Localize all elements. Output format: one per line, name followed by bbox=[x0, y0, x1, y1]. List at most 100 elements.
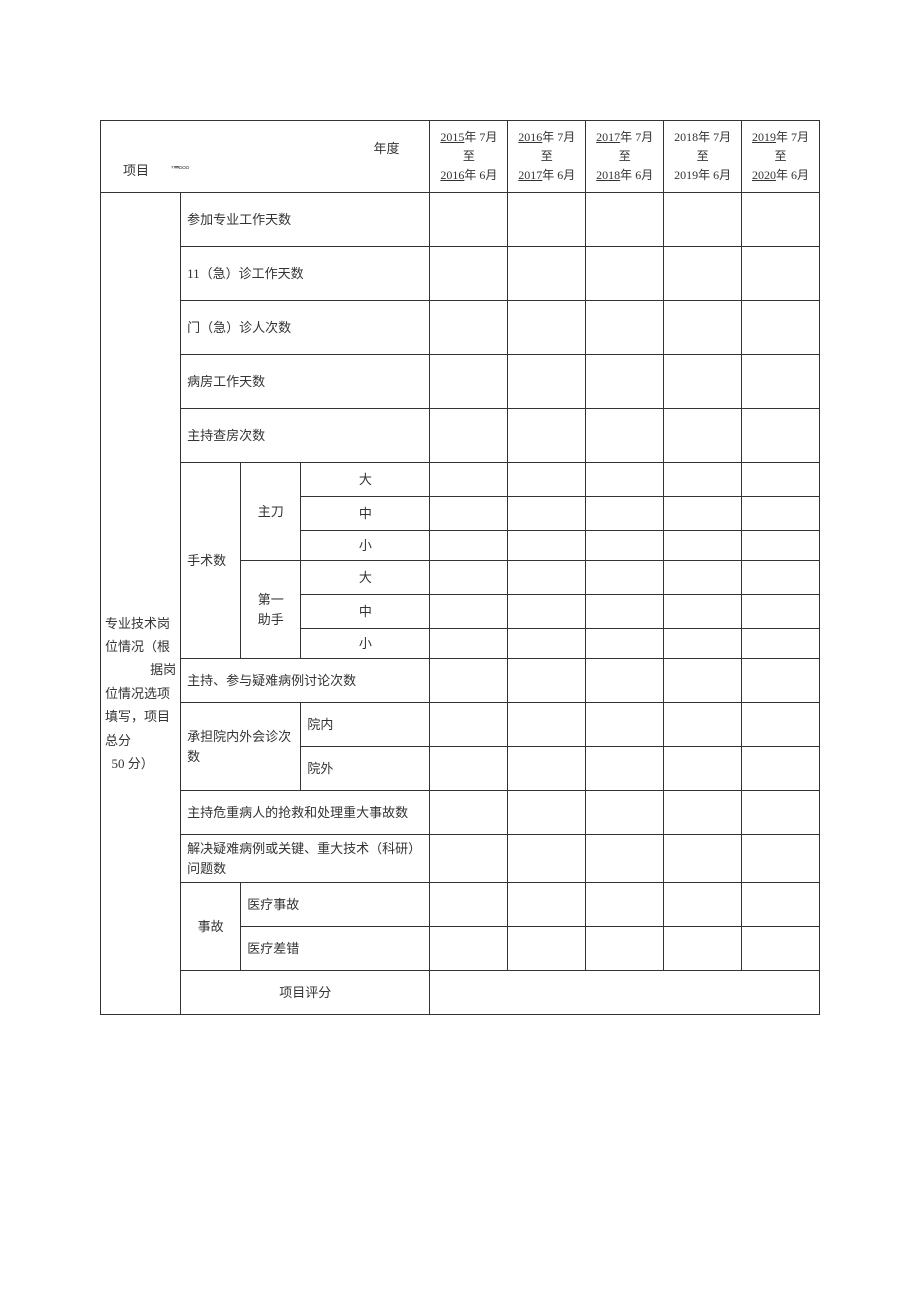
table-row: 手术数 主刀 大 bbox=[101, 463, 820, 497]
data-cell bbox=[664, 747, 742, 791]
header-project-label: 项目 bbox=[123, 161, 149, 181]
data-cell bbox=[430, 301, 508, 355]
data-cell bbox=[508, 595, 586, 629]
data-cell bbox=[586, 463, 664, 497]
row-label: 参加专业工作天数 bbox=[181, 193, 430, 247]
table-row: 主持、参与疑难病例讨论次数 bbox=[101, 659, 820, 703]
data-cell bbox=[586, 883, 664, 927]
score-label: 项目评分 bbox=[181, 971, 430, 1015]
surgery-size-label: 小 bbox=[301, 629, 430, 659]
data-cell bbox=[430, 355, 508, 409]
data-cell bbox=[586, 247, 664, 301]
data-cell bbox=[508, 247, 586, 301]
data-cell bbox=[664, 703, 742, 747]
data-cell bbox=[430, 595, 508, 629]
data-cell bbox=[586, 659, 664, 703]
table-header-row: 年度 项目 "''''°°° 2015年 7月 至 2016年 6月 2016年… bbox=[101, 121, 820, 193]
data-cell bbox=[586, 531, 664, 561]
data-cell bbox=[430, 193, 508, 247]
header-year-label: 年度 bbox=[373, 139, 399, 159]
data-cell bbox=[430, 409, 508, 463]
data-cell bbox=[664, 791, 742, 835]
data-cell bbox=[508, 703, 586, 747]
data-cell bbox=[586, 301, 664, 355]
data-cell bbox=[664, 629, 742, 659]
row-label: 主持危重病人的抢救和处理重大事故数 bbox=[181, 791, 430, 835]
data-cell bbox=[430, 629, 508, 659]
data-cell bbox=[430, 703, 508, 747]
table-row: 门（急）诊人次数 bbox=[101, 301, 820, 355]
period-col-3: 2017年 7月 至 2018年 6月 bbox=[586, 121, 664, 193]
consult-inside-label: 院内 bbox=[301, 703, 430, 747]
data-cell bbox=[430, 927, 508, 971]
data-cell bbox=[508, 497, 586, 531]
data-cell bbox=[508, 355, 586, 409]
data-cell bbox=[430, 747, 508, 791]
data-cell bbox=[664, 531, 742, 561]
data-cell bbox=[508, 791, 586, 835]
data-cell bbox=[742, 927, 820, 971]
header-corner-cell: 年度 项目 "''''°°° bbox=[101, 121, 430, 193]
data-cell bbox=[508, 927, 586, 971]
row-label: 主持、参与疑难病例讨论次数 bbox=[181, 659, 430, 703]
incident-accident-label: 医疗事故 bbox=[241, 883, 430, 927]
data-cell bbox=[430, 791, 508, 835]
data-cell bbox=[586, 561, 664, 595]
data-cell bbox=[586, 629, 664, 659]
row-label: 病房工作天数 bbox=[181, 355, 430, 409]
data-cell bbox=[430, 883, 508, 927]
data-cell bbox=[586, 703, 664, 747]
data-cell bbox=[586, 193, 664, 247]
data-cell bbox=[508, 561, 586, 595]
data-cell bbox=[664, 595, 742, 629]
data-cell bbox=[742, 531, 820, 561]
data-cell bbox=[508, 629, 586, 659]
table-row: 项目评分 bbox=[101, 971, 820, 1015]
data-cell bbox=[586, 835, 664, 883]
data-cell bbox=[430, 835, 508, 883]
row-label: 解决疑难病例或关键、重大技术（科研）问题数 bbox=[181, 835, 430, 883]
data-cell bbox=[508, 301, 586, 355]
data-cell bbox=[430, 659, 508, 703]
data-cell bbox=[586, 409, 664, 463]
table-row: 11（急）诊工作天数 bbox=[101, 247, 820, 301]
data-cell bbox=[742, 835, 820, 883]
period-col-5: 2019年 7月 至 2020年 6月 bbox=[742, 121, 820, 193]
period-col-1: 2015年 7月 至 2016年 6月 bbox=[430, 121, 508, 193]
data-cell bbox=[664, 301, 742, 355]
surgery-size-label: 大 bbox=[301, 463, 430, 497]
row-label: 门（急）诊人次数 bbox=[181, 301, 430, 355]
table-row: 主持查房次数 bbox=[101, 409, 820, 463]
data-cell bbox=[430, 463, 508, 497]
data-cell bbox=[586, 497, 664, 531]
surgery-size-label: 中 bbox=[301, 497, 430, 531]
data-cell bbox=[664, 497, 742, 531]
data-cell bbox=[742, 497, 820, 531]
data-cell bbox=[586, 747, 664, 791]
table-row: 解决疑难病例或关键、重大技术（科研）问题数 bbox=[101, 835, 820, 883]
table-row: 主持危重病人的抢救和处理重大事故数 bbox=[101, 791, 820, 835]
surgery-size-label: 小 bbox=[301, 531, 430, 561]
evaluation-table: 年度 项目 "''''°°° 2015年 7月 至 2016年 6月 2016年… bbox=[100, 120, 820, 1015]
data-cell bbox=[742, 355, 820, 409]
data-cell bbox=[742, 629, 820, 659]
table-row: 专业技术岗 位情况（根 据岗 位情况选项 填写，项目 总分 50 分） 参加专业… bbox=[101, 193, 820, 247]
data-cell bbox=[742, 791, 820, 835]
data-cell bbox=[430, 497, 508, 531]
consult-label: 承担院内外会诊次数 bbox=[181, 703, 301, 791]
data-cell bbox=[508, 531, 586, 561]
data-cell bbox=[742, 301, 820, 355]
data-cell bbox=[508, 463, 586, 497]
data-cell bbox=[742, 659, 820, 703]
surgery-size-label: 中 bbox=[301, 595, 430, 629]
surgery-size-label: 大 bbox=[301, 561, 430, 595]
data-cell bbox=[742, 595, 820, 629]
table-row: 病房工作天数 bbox=[101, 355, 820, 409]
surgery-assist-label: 第一 助手 bbox=[241, 561, 301, 659]
data-cell bbox=[664, 561, 742, 595]
data-cell bbox=[586, 595, 664, 629]
data-cell bbox=[508, 409, 586, 463]
data-cell bbox=[508, 659, 586, 703]
data-cell bbox=[430, 561, 508, 595]
period-col-2: 2016年 7月 至 2017年 6月 bbox=[508, 121, 586, 193]
